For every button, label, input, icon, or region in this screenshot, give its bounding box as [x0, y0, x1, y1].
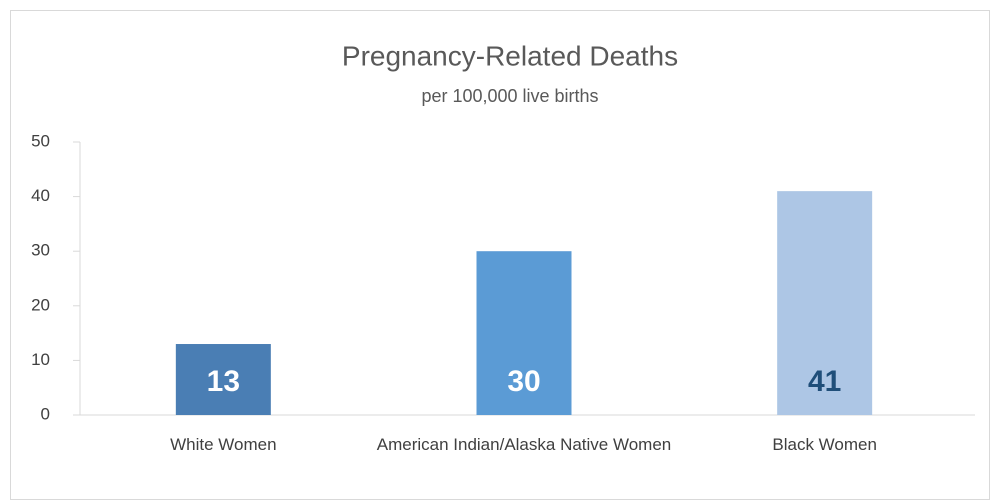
y-tick-label: 30 [31, 241, 50, 260]
bar [777, 191, 873, 415]
y-tick-label: 40 [31, 186, 50, 205]
y-tick-label: 20 [31, 295, 50, 314]
y-tick-label: 10 [31, 350, 50, 369]
y-tick-label: 50 [31, 131, 50, 150]
x-tick-label-box: White Women [170, 435, 277, 454]
value-label: 30 [507, 365, 540, 398]
y-tick-label: 0 [41, 404, 50, 423]
chart-title: Pregnancy-Related Deaths [342, 40, 678, 71]
x-tick-label: White Women [170, 435, 277, 454]
value-label: 41 [808, 365, 841, 398]
x-tick-label: Black Women [772, 435, 877, 454]
x-tick-label-box: American Indian/Alaska Native Women [376, 435, 672, 454]
chart-subtitle: per 100,000 live births [421, 86, 598, 106]
x-tick-label-box: Black Women [772, 435, 877, 454]
x-tick-label: American Indian/Alaska Native Women [376, 435, 672, 454]
bar [476, 251, 572, 415]
bar [175, 344, 271, 415]
value-label: 13 [207, 365, 240, 398]
